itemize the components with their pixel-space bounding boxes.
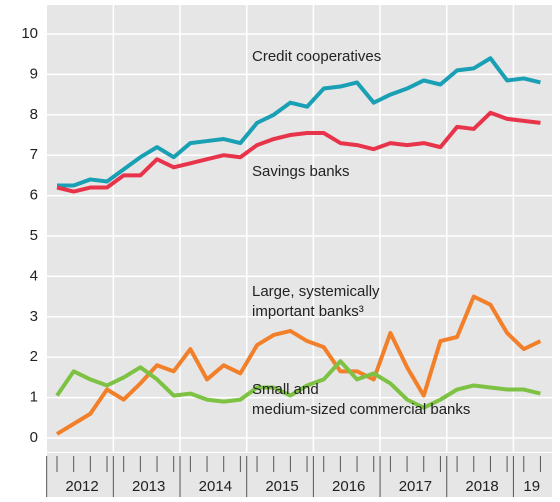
plot-background bbox=[47, 5, 552, 452]
y-tick-label: 5 bbox=[30, 227, 38, 244]
x-tick-label: 2012 bbox=[65, 478, 98, 495]
annotation: Large, systemically bbox=[252, 283, 380, 300]
y-tick-label: 10 bbox=[21, 25, 38, 42]
series-line bbox=[56, 110, 541, 194]
x-tick-label: 2018 bbox=[465, 478, 498, 495]
annotation: important banks³ bbox=[252, 303, 364, 320]
series-line bbox=[57, 56, 541, 188]
y-tick-label: 4 bbox=[30, 267, 38, 284]
annotation: Small and bbox=[252, 381, 319, 398]
x-tick-label: 2016 bbox=[332, 478, 365, 495]
x-tick-label: 19 bbox=[523, 478, 540, 495]
y-tick-label: 2 bbox=[30, 348, 38, 365]
y-tick-label: 7 bbox=[30, 146, 38, 163]
y-tick-label: 3 bbox=[30, 308, 38, 325]
annotation: medium-sized commercial banks bbox=[252, 401, 470, 418]
x-tick-label: 2014 bbox=[199, 478, 232, 495]
y-tick-label: 8 bbox=[30, 106, 38, 123]
y-tick-label: 0 bbox=[30, 429, 38, 446]
annotation: Credit cooperatives bbox=[252, 48, 381, 65]
y-tick-label: 9 bbox=[30, 65, 38, 82]
y-tick-label: 6 bbox=[30, 187, 38, 204]
x-tick-label: 2017 bbox=[399, 478, 432, 495]
series-line bbox=[55, 359, 541, 410]
x-tick-label: 2015 bbox=[265, 478, 298, 495]
y-tick-label: 1 bbox=[30, 389, 38, 406]
series-line bbox=[55, 294, 542, 436]
axis-background bbox=[47, 453, 552, 497]
annotation: Savings banks bbox=[252, 163, 350, 180]
x-tick-label: 2013 bbox=[132, 478, 165, 495]
